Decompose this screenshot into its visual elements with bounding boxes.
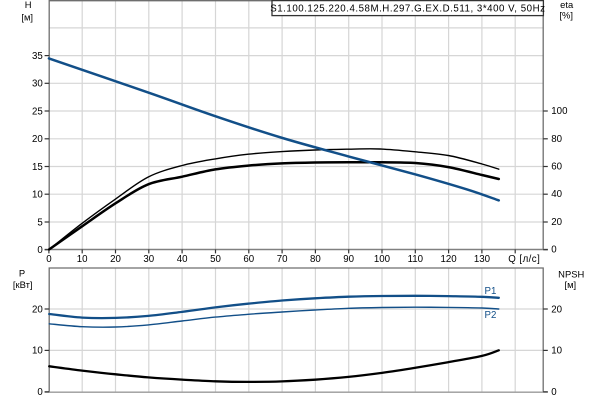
svg-text:90: 90 xyxy=(343,254,354,265)
svg-text:0: 0 xyxy=(37,387,43,398)
svg-text:[кВт]: [кВт] xyxy=(13,279,33,290)
svg-text:20: 20 xyxy=(32,134,43,145)
svg-text:[м]: [м] xyxy=(564,279,576,290)
svg-text:130: 130 xyxy=(474,254,491,265)
svg-text:20: 20 xyxy=(551,217,562,228)
svg-text:P2: P2 xyxy=(485,310,497,321)
svg-text:Q [л/с]: Q [л/с] xyxy=(508,254,540,265)
svg-text:30: 30 xyxy=(32,79,43,90)
svg-text:60: 60 xyxy=(551,162,562,173)
svg-text:0: 0 xyxy=(551,245,557,256)
svg-text:NPSH: NPSH xyxy=(558,268,584,279)
svg-text:110: 110 xyxy=(408,254,424,265)
svg-text:40: 40 xyxy=(551,189,562,200)
svg-text:30: 30 xyxy=(143,254,154,265)
svg-text:10: 10 xyxy=(32,346,43,357)
svg-text:H: H xyxy=(25,0,32,10)
svg-text:0: 0 xyxy=(46,254,52,265)
svg-text:100: 100 xyxy=(551,106,568,117)
svg-text:S1.100.125.220.4.58M.H.297.G.E: S1.100.125.220.4.58M.H.297.G.EX.D.511, 3… xyxy=(270,3,545,14)
svg-text:20: 20 xyxy=(551,304,562,315)
svg-text:P: P xyxy=(19,268,25,279)
svg-text:80: 80 xyxy=(551,134,562,145)
svg-text:80: 80 xyxy=(310,254,321,265)
svg-text:35: 35 xyxy=(32,51,43,62)
svg-text:120: 120 xyxy=(441,254,458,265)
svg-text:[%]: [%] xyxy=(559,10,573,21)
svg-text:10: 10 xyxy=(551,346,562,357)
svg-text:15: 15 xyxy=(32,162,43,173)
svg-text:60: 60 xyxy=(243,254,254,265)
svg-text:70: 70 xyxy=(277,254,288,265)
svg-text:40: 40 xyxy=(177,254,188,265)
svg-text:10: 10 xyxy=(77,254,88,265)
svg-text:10: 10 xyxy=(32,190,43,201)
svg-text:20: 20 xyxy=(110,254,121,265)
svg-text:5: 5 xyxy=(37,217,42,228)
svg-text:0: 0 xyxy=(37,245,43,256)
svg-text:0: 0 xyxy=(551,387,557,398)
svg-text:P1: P1 xyxy=(485,286,497,297)
svg-text:25: 25 xyxy=(32,106,43,117)
svg-text:20: 20 xyxy=(32,304,43,315)
svg-text:[м]: [м] xyxy=(21,12,33,23)
svg-text:eta: eta xyxy=(560,0,574,10)
svg-text:50: 50 xyxy=(210,254,221,265)
svg-text:100: 100 xyxy=(374,254,391,265)
